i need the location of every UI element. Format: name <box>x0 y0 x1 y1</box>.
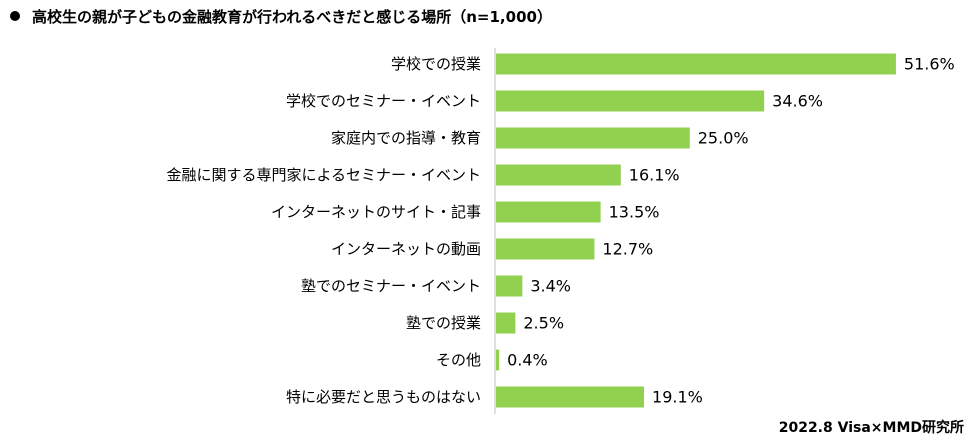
category-label: 学校でのセミナー・イベント <box>286 92 481 110</box>
bar <box>496 201 601 223</box>
bar <box>496 386 645 408</box>
category-label: 学校での授業 <box>391 55 481 73</box>
bar <box>496 127 690 149</box>
value-label: 16.1% <box>629 166 680 185</box>
chart-title: 高校生の親が子どもの金融教育が行われるべきだと感じる場所（n=1,000） <box>10 6 552 27</box>
value-label: 34.6% <box>772 92 823 111</box>
category-label: 金融に関する専門家によるセミナー・イベント <box>166 166 481 184</box>
value-label: 19.1% <box>652 388 703 407</box>
bar <box>496 164 621 186</box>
category-label: 家庭内での指導・教育 <box>331 129 481 147</box>
bar <box>496 90 765 112</box>
category-label: 特に必要だと思うものはない <box>286 388 481 406</box>
chart-title-text: 高校生の親が子どもの金融教育が行われるべきだと感じる場所（n=1,000） <box>32 8 552 26</box>
category-label: その他 <box>436 351 481 369</box>
bar <box>496 312 516 334</box>
title-bullet-icon <box>10 11 20 21</box>
value-label: 12.7% <box>602 240 653 259</box>
value-label: 2.5% <box>523 314 564 333</box>
bar <box>496 53 896 75</box>
category-label: 塾でのセミナー・イベント <box>301 277 481 295</box>
category-label: インターネットのサイト・記事 <box>271 203 481 221</box>
bar <box>496 349 500 371</box>
category-label: インターネットの動画 <box>331 240 481 258</box>
source-note: 2022.8 Visa×MMD研究所 <box>778 420 964 436</box>
value-label: 51.6% <box>904 55 955 74</box>
bar <box>496 238 595 260</box>
value-label: 3.4% <box>530 277 571 296</box>
category-label: 塾での授業 <box>406 314 481 332</box>
value-label: 25.0% <box>698 129 749 148</box>
value-label: 0.4% <box>507 351 548 370</box>
value-label: 13.5% <box>609 203 660 222</box>
bar <box>496 275 523 297</box>
